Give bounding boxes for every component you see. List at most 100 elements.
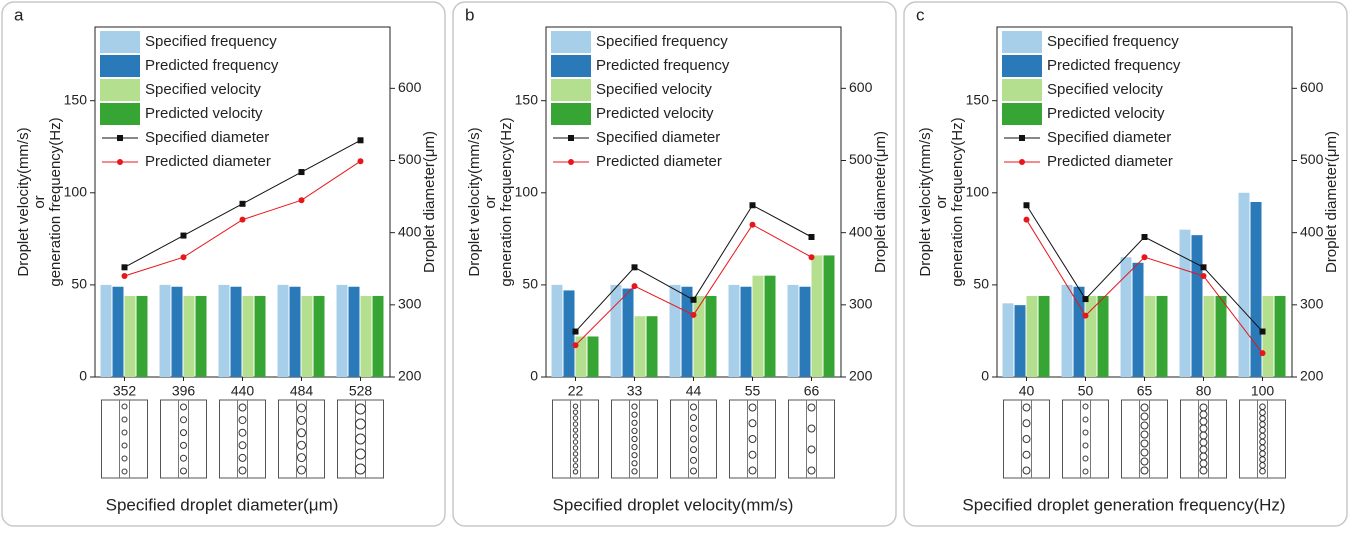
line-marker xyxy=(1200,272,1207,279)
line-marker xyxy=(1141,254,1148,261)
y-tick-label: 150 xyxy=(515,91,539,107)
droplet-icon xyxy=(1259,450,1266,457)
bar xyxy=(1002,303,1014,377)
y2-tick-label: 600 xyxy=(398,79,422,95)
x-tick-label: 22 xyxy=(568,383,584,399)
droplet-icon xyxy=(1022,419,1031,428)
bar xyxy=(1179,229,1191,377)
y-tick-label: 50 xyxy=(522,276,538,292)
channel-schematic xyxy=(670,399,717,479)
droplet-icon xyxy=(1140,448,1149,457)
y-tick-label: 50 xyxy=(71,276,87,292)
channel-schematic xyxy=(160,399,207,479)
legend-swatch xyxy=(1002,103,1042,125)
x-axis-title: Specified droplet generation frequency(H… xyxy=(962,495,1285,514)
bar xyxy=(1203,295,1215,377)
droplet-icon xyxy=(355,403,366,415)
droplet-icon xyxy=(572,421,579,427)
x-tick-label: 50 xyxy=(1078,383,1094,399)
droplet-icon xyxy=(1259,444,1266,452)
channel-schematic xyxy=(611,399,658,479)
panel: c 0 50 100 150 200 300 400 500 600 Droplet velocit… xyxy=(903,1,1348,527)
y2-tick-label: 300 xyxy=(398,296,422,312)
legend-label: Predicted velocity xyxy=(145,105,263,122)
droplet-icon xyxy=(1199,410,1208,419)
y-axis-title: Droplet velocity(mm/s) xyxy=(917,127,934,276)
bar xyxy=(1026,295,1038,377)
droplet-icon xyxy=(631,460,638,467)
droplet-icon xyxy=(238,403,247,412)
channel-schematic xyxy=(1062,399,1109,479)
droplet-icon xyxy=(180,454,187,462)
droplet-icon xyxy=(1259,438,1266,446)
legend-marker xyxy=(117,135,123,141)
droplet-icon xyxy=(297,440,306,450)
bar xyxy=(218,284,230,377)
droplet-icon xyxy=(1082,416,1089,423)
y2-tick-label: 600 xyxy=(849,79,873,95)
y2-tick-label: 300 xyxy=(849,296,873,312)
bar xyxy=(136,295,148,377)
y-tick-label: 150 xyxy=(966,91,990,107)
droplet-icon xyxy=(1082,429,1089,436)
droplet-icon xyxy=(572,415,579,421)
droplet-icon xyxy=(690,456,697,464)
droplet-icon xyxy=(631,419,638,426)
y-tick-label: 100 xyxy=(64,183,88,199)
droplet-icon xyxy=(1140,403,1149,412)
bar xyxy=(610,284,622,377)
line-marker xyxy=(357,158,364,165)
droplet-icon xyxy=(121,442,128,449)
legend-label: Specified diameter xyxy=(145,129,269,146)
x-tick-label: 484 xyxy=(290,383,314,399)
legend-marker xyxy=(1019,135,1025,141)
line-marker xyxy=(631,283,638,290)
y-axis-title: generation frequency(Hz) xyxy=(949,117,966,286)
y-tick-label: 100 xyxy=(515,183,539,199)
x-tick-label: 80 xyxy=(1196,383,1212,399)
bar xyxy=(171,286,183,377)
channel-schematic xyxy=(1239,399,1286,479)
legend-label: Predicted diameter xyxy=(596,153,722,170)
channel-schematic xyxy=(1180,399,1227,479)
channel-schematic xyxy=(729,399,776,479)
y2-tick-label: 200 xyxy=(849,368,873,384)
bar xyxy=(1274,295,1286,377)
legend-label: Specified velocity xyxy=(596,81,712,98)
droplet-icon xyxy=(807,445,816,454)
droplet-icon xyxy=(807,403,816,412)
droplet-icon xyxy=(690,446,697,454)
droplet-icon xyxy=(1082,403,1089,410)
panel-label: a xyxy=(14,5,24,24)
droplet-icon xyxy=(572,445,579,451)
bar xyxy=(811,255,823,377)
bar xyxy=(1191,235,1203,377)
bar xyxy=(587,336,599,377)
droplet-icon xyxy=(238,441,247,450)
line-marker xyxy=(180,254,187,261)
bar xyxy=(705,295,717,377)
bar xyxy=(1014,305,1026,377)
bar xyxy=(646,316,658,377)
droplet-icon xyxy=(238,466,247,475)
droplet-icon xyxy=(121,468,128,475)
droplet-icon xyxy=(631,452,638,459)
droplet-icon xyxy=(1140,439,1149,448)
legend-swatch xyxy=(100,79,140,101)
droplet-icon xyxy=(121,416,128,423)
x-tick-label: 396 xyxy=(172,383,196,399)
y-tick-label: 0 xyxy=(981,368,989,384)
bar xyxy=(1250,202,1262,377)
bar xyxy=(230,286,242,377)
droplet-icon xyxy=(572,409,579,415)
droplet-icon xyxy=(355,418,366,430)
y2-axis-title: Droplet diameter(μm) xyxy=(1323,131,1340,273)
droplet-icon xyxy=(748,435,757,443)
line-marker xyxy=(690,296,697,303)
legend-label: Predicted velocity xyxy=(1047,105,1165,122)
y-axis-title: or xyxy=(482,195,499,208)
bar xyxy=(1215,295,1227,377)
y2-axis-title: Droplet diameter(μm) xyxy=(872,131,889,273)
droplet-icon xyxy=(238,453,247,462)
line-marker xyxy=(808,254,815,261)
